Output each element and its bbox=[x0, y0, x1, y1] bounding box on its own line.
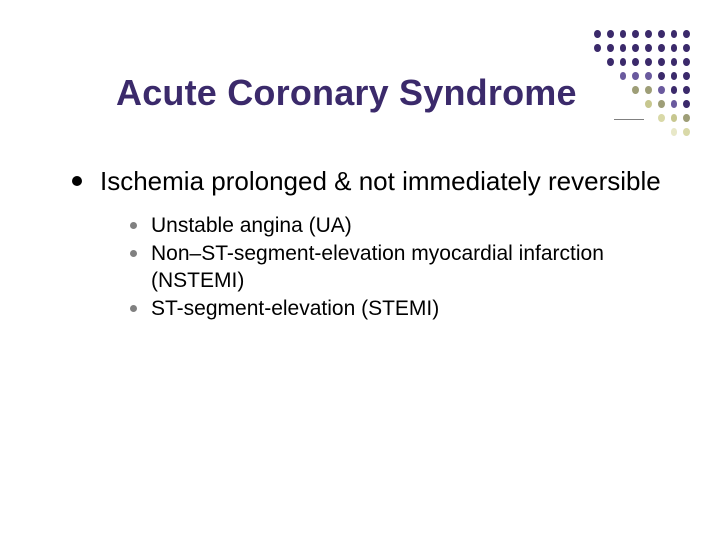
decor-dot bbox=[632, 30, 639, 38]
decor-dot bbox=[645, 72, 652, 80]
decor-dot bbox=[645, 44, 652, 52]
decor-dot bbox=[671, 44, 678, 52]
decor-dot bbox=[671, 100, 678, 108]
bullet-icon bbox=[130, 250, 137, 257]
bullet-icon bbox=[130, 305, 137, 312]
decor-dot bbox=[620, 30, 627, 38]
decor-dot bbox=[632, 72, 639, 80]
decor-dot bbox=[632, 44, 639, 52]
decor-dot bbox=[632, 86, 639, 94]
slide-title: Acute Coronary Syndrome bbox=[116, 72, 577, 114]
decor-dot bbox=[658, 86, 665, 94]
slide: Acute Coronary Syndrome Ischemia prolong… bbox=[0, 0, 720, 540]
decor-dot bbox=[683, 128, 690, 136]
decor-dot bbox=[645, 100, 652, 108]
title-underline bbox=[614, 119, 644, 120]
bullet-level2-group: Unstable angina (UA)Non–ST-segment-eleva… bbox=[130, 213, 680, 322]
decor-dot bbox=[683, 44, 690, 52]
decor-dot bbox=[671, 72, 678, 80]
decor-dot bbox=[683, 58, 690, 66]
bullet-level2: ST-segment-elevation (STEMI) bbox=[130, 296, 680, 322]
decor-dot bbox=[683, 114, 690, 122]
bullet-level1-text: Ischemia prolonged & not immediately rev… bbox=[100, 166, 661, 197]
decor-dot bbox=[607, 44, 614, 52]
decor-dot bbox=[658, 58, 665, 66]
decor-dot bbox=[658, 100, 665, 108]
bullet-icon bbox=[72, 176, 82, 186]
slide-body: Ischemia prolonged & not immediately rev… bbox=[72, 166, 680, 324]
decor-dot bbox=[683, 86, 690, 94]
decor-dot bbox=[594, 44, 601, 52]
decor-dot bbox=[620, 44, 627, 52]
decor-dot bbox=[671, 128, 678, 136]
decor-dot bbox=[671, 114, 678, 122]
corner-dot-grid bbox=[594, 30, 690, 142]
decor-dot bbox=[683, 30, 690, 38]
bullet-icon bbox=[130, 222, 137, 229]
decor-dot bbox=[645, 30, 652, 38]
decor-dot bbox=[671, 30, 678, 38]
decor-dot bbox=[683, 100, 690, 108]
decor-dot bbox=[671, 86, 678, 94]
decor-dot bbox=[658, 72, 665, 80]
decor-dot bbox=[658, 44, 665, 52]
decor-dot bbox=[620, 58, 627, 66]
bullet-level2-text: Unstable angina (UA) bbox=[151, 213, 352, 239]
decor-dot bbox=[658, 114, 665, 122]
decor-dot bbox=[671, 58, 678, 66]
decor-dot bbox=[607, 58, 614, 66]
bullet-level2: Non–ST-segment-elevation myocardial infa… bbox=[130, 241, 680, 294]
bullet-level2-text: ST-segment-elevation (STEMI) bbox=[151, 296, 439, 322]
decor-dot bbox=[645, 58, 652, 66]
decor-dot bbox=[607, 30, 614, 38]
decor-dot bbox=[658, 30, 665, 38]
bullet-level1: Ischemia prolonged & not immediately rev… bbox=[72, 166, 680, 197]
bullet-level2: Unstable angina (UA) bbox=[130, 213, 680, 239]
decor-dot bbox=[683, 72, 690, 80]
decor-dot bbox=[632, 58, 639, 66]
decor-dot bbox=[620, 72, 627, 80]
decor-dot bbox=[594, 30, 601, 38]
decor-dot bbox=[645, 86, 652, 94]
bullet-level2-text: Non–ST-segment-elevation myocardial infa… bbox=[151, 241, 680, 294]
